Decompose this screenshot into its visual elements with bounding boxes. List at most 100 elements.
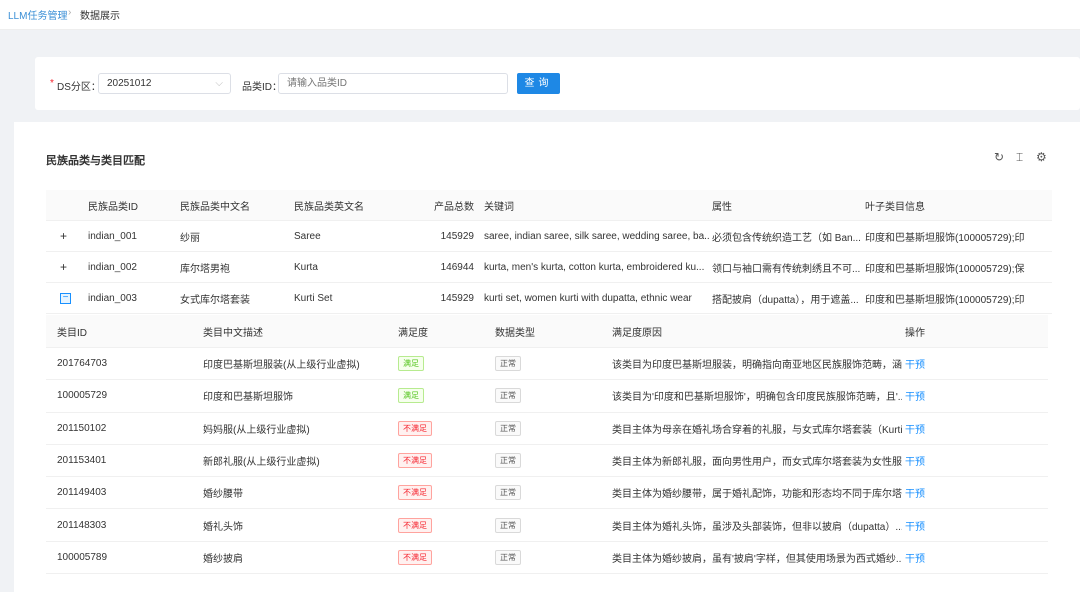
data-type-badge: 正常 xyxy=(495,453,521,469)
cell-reason: 类目主体为婚礼头饰，虽涉及头部装饰，但非以披肩（dupatta）... xyxy=(612,521,902,533)
table-row: 201764703 印度巴基斯坦服装(从上级行业虚拟) 满足 正常 该类目为印度巴基斯坦… xyxy=(46,348,1048,381)
breadcrumb-current: 数据展示 xyxy=(80,11,120,22)
filter-bar: * DS分区： 20251012 ⌵ 品类ID： 查询 xyxy=(35,57,1080,110)
cell-en: Kurti Set xyxy=(294,292,333,304)
cell-category-desc: 婚纱腰带 xyxy=(203,489,243,501)
cell-data-type: 正常 xyxy=(495,542,605,573)
table-row: 201153401 新郎礼服(从上级行业虚拟) 不满足 正常 类目主体为新郎礼服，面向男… xyxy=(46,445,1048,478)
cell-category-desc: 印度巴基斯坦服装(从上级行业虚拟) xyxy=(203,360,360,372)
expand-icon[interactable]: + xyxy=(60,229,68,243)
cell-reason: 类目主体为婚纱披肩，虽有'披肩'字样，但其使用场景为西式婚纱... xyxy=(612,553,902,565)
cell-satisfaction: 不满足 xyxy=(398,510,488,541)
column-header: 属性 xyxy=(712,201,732,213)
cell-leaf: 印度和巴基斯坦服饰(100005729);印度... xyxy=(865,232,1025,244)
cell-total: 146944 xyxy=(440,261,474,273)
cell-reason: 类目主体为婚纱腰带，属于婚礼配饰，功能和形态均不同于库尔塔... xyxy=(612,489,902,501)
category-id-input[interactable] xyxy=(278,73,508,94)
expand-icon[interactable]: + xyxy=(60,260,68,274)
result-card: 民族品类与类目匹配 ↻ ⌶ ⚙ 民族品类ID 民族品类中文名 民族品类英文名 产品总数… xyxy=(14,122,1080,592)
intervene-link[interactable]: 干预 xyxy=(905,457,925,469)
query-button[interactable]: 查询 xyxy=(517,73,560,94)
section-title: 民族品类与类目匹配 xyxy=(46,155,145,167)
cell-satisfaction: 不满足 xyxy=(398,542,488,573)
column-header: 类目中文描述 xyxy=(203,327,263,339)
collapse-icon[interactable]: − xyxy=(60,292,71,304)
cell-satisfaction: 不满足 xyxy=(398,445,488,476)
cell-category-desc: 妈妈服(从上级行业虚拟) xyxy=(203,424,310,436)
cell-keywords: kurta, men's kurta, cotton kurta, embroi… xyxy=(484,261,705,273)
cell-category-id: 201150102 xyxy=(57,422,107,434)
cell-id: indian_003 xyxy=(88,292,137,304)
cell-cn: 库尔塔男袍 xyxy=(180,263,230,275)
table-row: 201150102 妈妈服(从上级行业虚拟) 不满足 正常 类目主体为母亲在婚礼场合穿着… xyxy=(46,413,1048,445)
data-type-badge: 正常 xyxy=(495,549,521,565)
cell-category-id: 201149403 xyxy=(57,487,107,499)
table-row: 100005789 婚纱披肩 不满足 正常 类目主体为婚纱披肩，虽有'披肩'字样，但其使… xyxy=(46,542,1048,575)
cell-data-type: 正常 xyxy=(495,445,605,476)
intervene-link[interactable]: 干预 xyxy=(905,489,925,501)
column-height-icon[interactable]: ⌶ xyxy=(1016,150,1024,164)
data-type-badge: 正常 xyxy=(495,356,521,372)
table-row: 201148303 婚礼头饰 不满足 正常 类目主体为婚礼头饰，虽涉及头部装饰，但非以披… xyxy=(46,510,1048,542)
settings-icon[interactable]: ⚙ xyxy=(1036,150,1047,164)
cell-leaf: 印度和巴基斯坦服饰(100005729);印度... xyxy=(865,294,1025,306)
column-header: 满足度 xyxy=(398,327,428,339)
cell-attr: 领口与袖口需有传统刺绣且不可... xyxy=(712,263,861,275)
table-row: + indian_002 库尔塔男袍 Kurta 146944 kurta, men's … xyxy=(46,252,1052,283)
breadcrumb: LLM任务管理 › 数据展示 xyxy=(0,0,1080,30)
satisfaction-badge: 满足 xyxy=(398,388,424,404)
cell-reason: 类目主体为新郎礼服，面向男性用户，而女式库尔塔套装为女性服... xyxy=(612,457,902,469)
column-header: 关键词 xyxy=(484,201,514,213)
intervene-link[interactable]: 干预 xyxy=(905,521,925,533)
table-row: − indian_003 女式库尔塔套装 Kurti Set 145929 kurti s… xyxy=(46,283,1052,314)
cell-category-id: 201153401 xyxy=(57,455,107,467)
table-row: 100005729 印度和巴基斯坦服饰 满足 正常 该类目为'印度和巴基斯坦服饰'，明确… xyxy=(46,380,1048,413)
satisfaction-badge: 不满足 xyxy=(398,453,432,469)
intervene-link[interactable]: 干预 xyxy=(905,553,925,565)
refresh-icon[interactable]: ↻ xyxy=(994,150,1005,164)
cell-id: indian_002 xyxy=(88,261,137,273)
cell-category-id: 100005789 xyxy=(57,551,108,563)
intervene-link[interactable]: 干预 xyxy=(905,392,925,404)
cell-id: indian_001 xyxy=(88,230,137,242)
cell-cn: 纱丽 xyxy=(180,232,200,244)
cell-category-id: 201764703 xyxy=(57,358,108,370)
column-header: 数据类型 xyxy=(495,327,535,339)
column-header: 类目ID xyxy=(57,327,87,339)
cell-reason: 该类目为'印度和巴基斯坦服饰'，明确包含印度民族服饰范畴，且'... xyxy=(612,392,902,404)
cell-en: Kurta xyxy=(294,261,318,273)
cell-category-desc: 婚纱披肩 xyxy=(203,553,243,565)
cell-keywords: saree, indian saree, silk saree, wedding… xyxy=(484,230,709,242)
required-mark: * xyxy=(50,78,54,89)
data-type-badge: 正常 xyxy=(495,517,521,533)
cell-category-desc: 新郎礼服(从上级行业虚拟) xyxy=(203,457,320,469)
column-header: 产品总数 xyxy=(434,201,474,213)
cell-attr: 必须包含传统织造工艺（如 Ban... xyxy=(712,232,861,244)
cell-keywords: kurti set, women kurti with dupatta, eth… xyxy=(484,292,692,304)
cell-en: Saree xyxy=(294,230,321,242)
satisfaction-badge: 不满足 xyxy=(398,485,432,501)
breadcrumb-parent-link[interactable]: LLM任务管理 xyxy=(8,11,68,22)
intervene-link[interactable]: 干预 xyxy=(905,424,925,436)
column-header: 民族品类英文名 xyxy=(294,201,364,213)
cell-data-type: 正常 xyxy=(495,510,605,541)
intervene-link[interactable]: 干预 xyxy=(905,360,925,372)
cell-total: 145929 xyxy=(440,230,474,242)
table-row: + indian_001 纱丽 Saree 145929 saree, indian sa… xyxy=(46,221,1052,252)
cell-leaf: 印度和巴基斯坦服饰(100005729);保守... xyxy=(865,263,1025,275)
satisfaction-badge: 不满足 xyxy=(398,420,432,436)
cell-total: 145929 xyxy=(440,292,474,304)
expand-toggle[interactable]: − xyxy=(60,283,74,313)
cell-satisfaction: 满足 xyxy=(398,348,488,379)
data-type-badge: 正常 xyxy=(495,420,521,436)
cell-attr: 搭配披肩（dupatta），用于遮盖... xyxy=(712,294,859,306)
expand-toggle[interactable]: + xyxy=(60,221,74,251)
ds-partition-select[interactable]: 20251012 ⌵ xyxy=(98,73,231,94)
cell-data-type: 正常 xyxy=(495,380,605,411)
breadcrumb-separator: › xyxy=(68,7,72,18)
column-header: 叶子类目信息 xyxy=(865,201,925,213)
ds-partition-value: 20251012 xyxy=(107,78,152,89)
satisfaction-badge: 满足 xyxy=(398,356,424,372)
expand-toggle[interactable]: + xyxy=(60,252,74,282)
cell-category-id: 100005729 xyxy=(57,390,108,402)
